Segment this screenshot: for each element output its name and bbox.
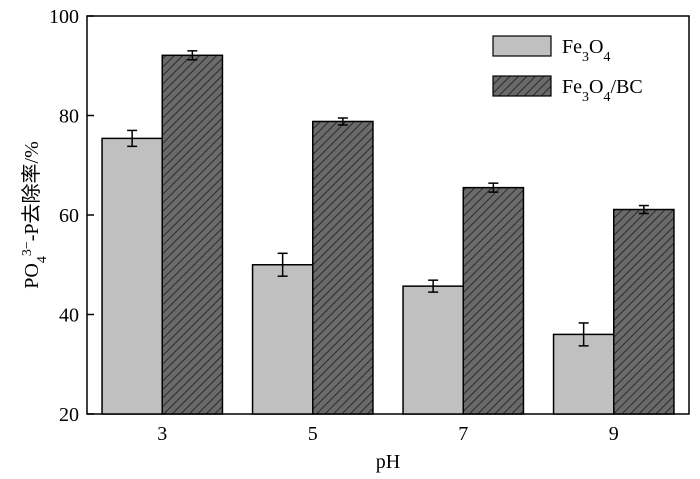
bar	[251, 264, 314, 415]
bar	[312, 120, 374, 415]
x-axis: 3 5 7 9	[157, 407, 619, 445]
y-tick-label: 80	[59, 106, 79, 128]
x-tick-label: 9	[609, 423, 619, 445]
legend-label: Fe3O4/BC	[562, 76, 643, 105]
legend-swatch	[492, 75, 552, 97]
x-tick-label: 5	[308, 423, 318, 445]
legend: Fe3O4 Fe3O4/BC	[492, 35, 643, 105]
y-tick-label: 20	[59, 404, 79, 426]
y-axis: 20 40 60 80 100	[49, 6, 94, 426]
y-tick-label: 100	[49, 6, 79, 28]
x-tick-label: 7	[458, 423, 468, 445]
y-tick-label: 60	[59, 205, 79, 227]
bars-layer	[101, 50, 675, 415]
bar	[161, 54, 224, 415]
x-axis-title: pH	[376, 451, 400, 473]
legend-label: Fe3O4	[562, 36, 610, 65]
legend-swatch	[492, 35, 552, 57]
x-tick-label: 3	[157, 423, 167, 445]
bar	[101, 137, 164, 415]
bar	[613, 208, 675, 415]
bar	[402, 285, 464, 415]
y-tick-label: 40	[59, 305, 79, 327]
y-axis-title: PO43−-P去除率/%	[20, 141, 50, 288]
bar	[462, 186, 525, 415]
